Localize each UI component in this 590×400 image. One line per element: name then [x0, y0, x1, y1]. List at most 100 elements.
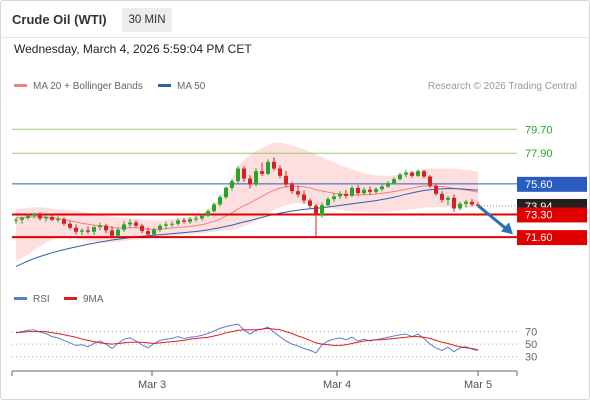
candle-body [410, 172, 414, 176]
candle-body [272, 161, 276, 169]
candle [206, 209, 210, 218]
candle [200, 213, 204, 221]
level-label-79.70: 79.70 [525, 124, 553, 136]
candle [302, 190, 306, 204]
candle [110, 226, 114, 239]
legend-rsi-label: RSI [33, 294, 50, 305]
candle [230, 179, 234, 191]
candle-body [260, 171, 264, 174]
candle [98, 222, 102, 231]
candle [380, 184, 384, 192]
candle [104, 223, 108, 234]
candle-body [428, 176, 432, 186]
candle-body [26, 215, 30, 218]
candle [392, 177, 396, 185]
rsi-tick-label-30: 30 [525, 352, 537, 364]
candle [260, 162, 264, 176]
candle-body [14, 219, 18, 221]
candle [368, 186, 372, 195]
candle-body [44, 217, 48, 219]
legend-rsi-ma: 9MA [64, 294, 104, 305]
candle-body [368, 189, 372, 192]
legend-bollinger-swatch [14, 83, 27, 87]
candle [422, 169, 426, 179]
candle [446, 195, 450, 206]
legend-rsi-swatch [14, 296, 27, 300]
candle-body [104, 225, 108, 231]
instrument-title: Crude Oil (WTI) [12, 12, 107, 27]
candle-body [332, 196, 336, 200]
candle-body [320, 205, 324, 216]
timeframe-badge[interactable]: 30 MIN [122, 8, 172, 32]
candle [428, 175, 432, 188]
time-tick-label-Mar-4: Mar 4 [323, 379, 351, 391]
level-label-71.60: 71.60 [525, 232, 553, 244]
candle-body [362, 189, 366, 194]
candle [266, 159, 270, 176]
candle-body [380, 186, 384, 190]
candle-body [242, 168, 246, 179]
candle [20, 216, 24, 224]
time-tick-label-Mar-3: Mar 3 [138, 379, 166, 391]
candle-body [128, 222, 132, 225]
candle-body [176, 220, 180, 224]
candle [332, 193, 336, 202]
candle-body [146, 231, 150, 235]
candle [458, 201, 462, 211]
candle [254, 167, 258, 187]
rsi-ma-line [15, 327, 479, 351]
ma20-line [16, 185, 479, 230]
candle [32, 212, 36, 219]
candle [278, 165, 282, 179]
candle-body [110, 230, 114, 236]
candle-body [134, 222, 138, 226]
candle-body [62, 219, 66, 224]
rsi-line [15, 323, 479, 354]
candle [152, 227, 156, 238]
candle [92, 225, 96, 236]
candle [272, 157, 276, 171]
candle [122, 221, 126, 232]
candle-body [278, 168, 282, 176]
candle-body [80, 230, 84, 232]
candle-body [404, 172, 408, 175]
candle [434, 183, 438, 196]
candle [38, 212, 42, 221]
candle [26, 213, 30, 220]
candle [236, 165, 240, 184]
candle [50, 213, 54, 222]
candle-body [374, 189, 378, 192]
candle [212, 202, 216, 213]
rsi-tick-label-70: 70 [525, 327, 537, 339]
candle-body [254, 171, 258, 185]
candle-body [20, 217, 24, 220]
candle [86, 226, 90, 234]
candle-body [98, 225, 102, 228]
candle-body [314, 205, 318, 216]
candle [56, 216, 60, 223]
candle-body [170, 223, 174, 225]
candle-body [218, 197, 222, 205]
candle [164, 221, 168, 230]
level-label-75.60: 75.60 [525, 179, 553, 191]
candle-body [230, 181, 234, 188]
candle-body [476, 204, 480, 206]
candle-body [206, 211, 210, 216]
candle-body [290, 184, 294, 192]
candle [290, 181, 294, 194]
candle [416, 169, 420, 178]
candle-body [338, 193, 342, 197]
candle [116, 227, 120, 238]
ma50-line [15, 188, 479, 267]
level-label-73.30: 73.30 [525, 209, 553, 221]
forecast-arrow-line [477, 204, 509, 231]
candle [404, 169, 408, 178]
candle-body [302, 194, 306, 201]
candle [74, 224, 78, 235]
candle-body [248, 178, 252, 185]
candle-body [92, 227, 96, 232]
candle [14, 217, 18, 224]
candle-body [32, 213, 36, 216]
